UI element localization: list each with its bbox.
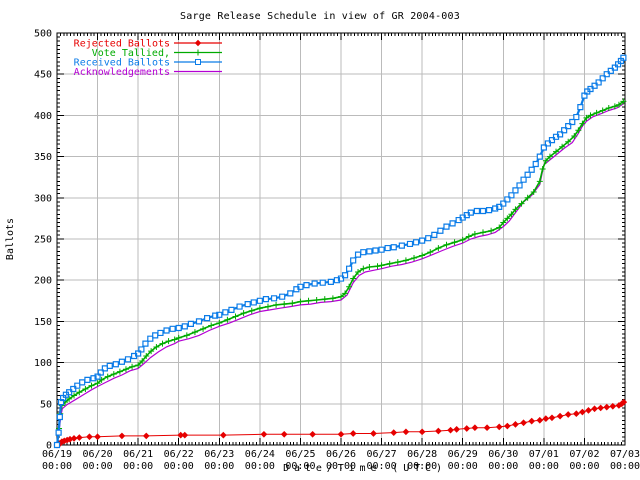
x-tick-label-date: 06/29 [448, 449, 478, 460]
x-tick-label-date: 06/19 [42, 449, 72, 460]
series-rejected-ballots [53, 398, 628, 449]
legend-item-acknowledgements: Acknowledgements [74, 67, 222, 78]
x-tick-label-date: 06/23 [204, 449, 234, 460]
y-tick-label: 500 [34, 29, 52, 40]
x-tick-label-time: 00:00 [488, 461, 518, 472]
x-tick-label-time: 00:00 [204, 461, 234, 472]
x-tick-label-time: 00:00 [42, 461, 72, 472]
plus-markers [54, 98, 627, 448]
series-line [56, 401, 625, 446]
x-tick-label-time: 00:00 [123, 461, 153, 472]
x-tick-label-date: 06/21 [123, 449, 153, 460]
diamond-marker-icon [194, 39, 202, 47]
x-tick-label-date: 06/22 [164, 449, 194, 460]
x-axis-label: Date/Time (UTC) [283, 463, 447, 474]
y-tick-label: 0 [46, 441, 52, 452]
series-line [56, 100, 624, 446]
y-tick-label: 200 [34, 276, 52, 287]
y-tick-label: 50 [40, 399, 52, 410]
diamond-markers [53, 398, 628, 449]
y-axis-label: Ballots [5, 218, 16, 260]
x-tick-label-date: 06/24 [245, 449, 275, 460]
y-tick-label: 400 [34, 111, 52, 122]
y-tick-label: 300 [34, 193, 52, 204]
x-tick-label-date: 06/30 [488, 449, 518, 460]
legend-item-received-ballots: Received Ballots [74, 58, 222, 69]
x-tick-label-time: 00:00 [285, 461, 315, 472]
y-tick-label: 150 [34, 317, 52, 328]
legend-label: Received Ballots [74, 58, 170, 69]
legend-item-vote-tallied: Vote Tallied, [92, 48, 222, 59]
x-tick-label-date: 06/20 [83, 449, 113, 460]
gridlines [57, 33, 625, 445]
y-tick-label: 450 [34, 70, 52, 81]
x-tick-label-time: 00:00 [407, 461, 437, 472]
legend-label: Vote Tallied, [92, 48, 170, 59]
x-tick-label-date: 06/26 [326, 449, 356, 460]
x-tick-label-date: 06/28 [407, 449, 437, 460]
x-tick-label-date: 06/25 [285, 449, 315, 460]
y-tick-label: 250 [34, 235, 52, 246]
legend-label: Acknowledgements [74, 67, 170, 78]
series-received-ballots [53, 54, 627, 449]
x-tick-label-time: 00:00 [326, 461, 356, 472]
x-tick-label-time: 00:00 [83, 461, 113, 472]
legend-label: Rejected Ballots [74, 39, 170, 50]
plus-marker-icon [195, 49, 201, 56]
x-tick-label-time: 00:00 [610, 461, 640, 472]
series-vote-tallied [54, 98, 627, 448]
square-marker-icon [195, 59, 201, 65]
x-tick-label-date: 06/27 [367, 449, 397, 460]
legend-item-rejected-ballots: Rejected Ballots [74, 39, 222, 50]
square-markers [53, 54, 627, 449]
x-tick-label-date: 07/01 [529, 449, 559, 460]
x-tick-label-date: 07/02 [569, 449, 599, 460]
plot-area: 05010015020025030035040045050006/1900:00… [34, 29, 640, 473]
x-tick-label-time: 00:00 [367, 461, 397, 472]
x-tick-label-date: 07/03 [610, 449, 640, 460]
x-tick-label-time: 00:00 [245, 461, 275, 472]
x-tick-label-time: 00:00 [448, 461, 478, 472]
x-tick-label-time: 00:00 [164, 461, 194, 472]
x-tick-label-time: 00:00 [529, 461, 559, 472]
chart-title: Sarge Release Schedule in view of GR 200… [180, 11, 460, 22]
x-tick-label-time: 00:00 [569, 461, 599, 472]
y-tick-label: 350 [34, 152, 52, 163]
tick-marks [56, 32, 626, 446]
y-tick-label: 100 [34, 358, 52, 369]
